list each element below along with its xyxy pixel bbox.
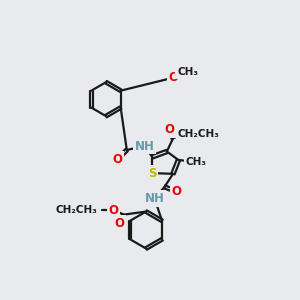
- Text: O: O: [109, 203, 119, 217]
- Text: O: O: [112, 153, 123, 166]
- Text: S: S: [148, 167, 157, 180]
- Text: O: O: [178, 127, 188, 140]
- Text: CH₂CH₃: CH₂CH₃: [56, 205, 98, 215]
- Text: CH₂CH₃: CH₂CH₃: [178, 129, 219, 139]
- Text: NH: NH: [135, 140, 155, 153]
- Text: O: O: [172, 185, 182, 198]
- Text: CH₃: CH₃: [186, 157, 207, 166]
- Text: O: O: [114, 217, 124, 230]
- Text: CH₃: CH₃: [177, 67, 198, 77]
- Text: O: O: [169, 71, 179, 84]
- Text: O: O: [164, 123, 174, 136]
- Text: NH: NH: [145, 192, 164, 205]
